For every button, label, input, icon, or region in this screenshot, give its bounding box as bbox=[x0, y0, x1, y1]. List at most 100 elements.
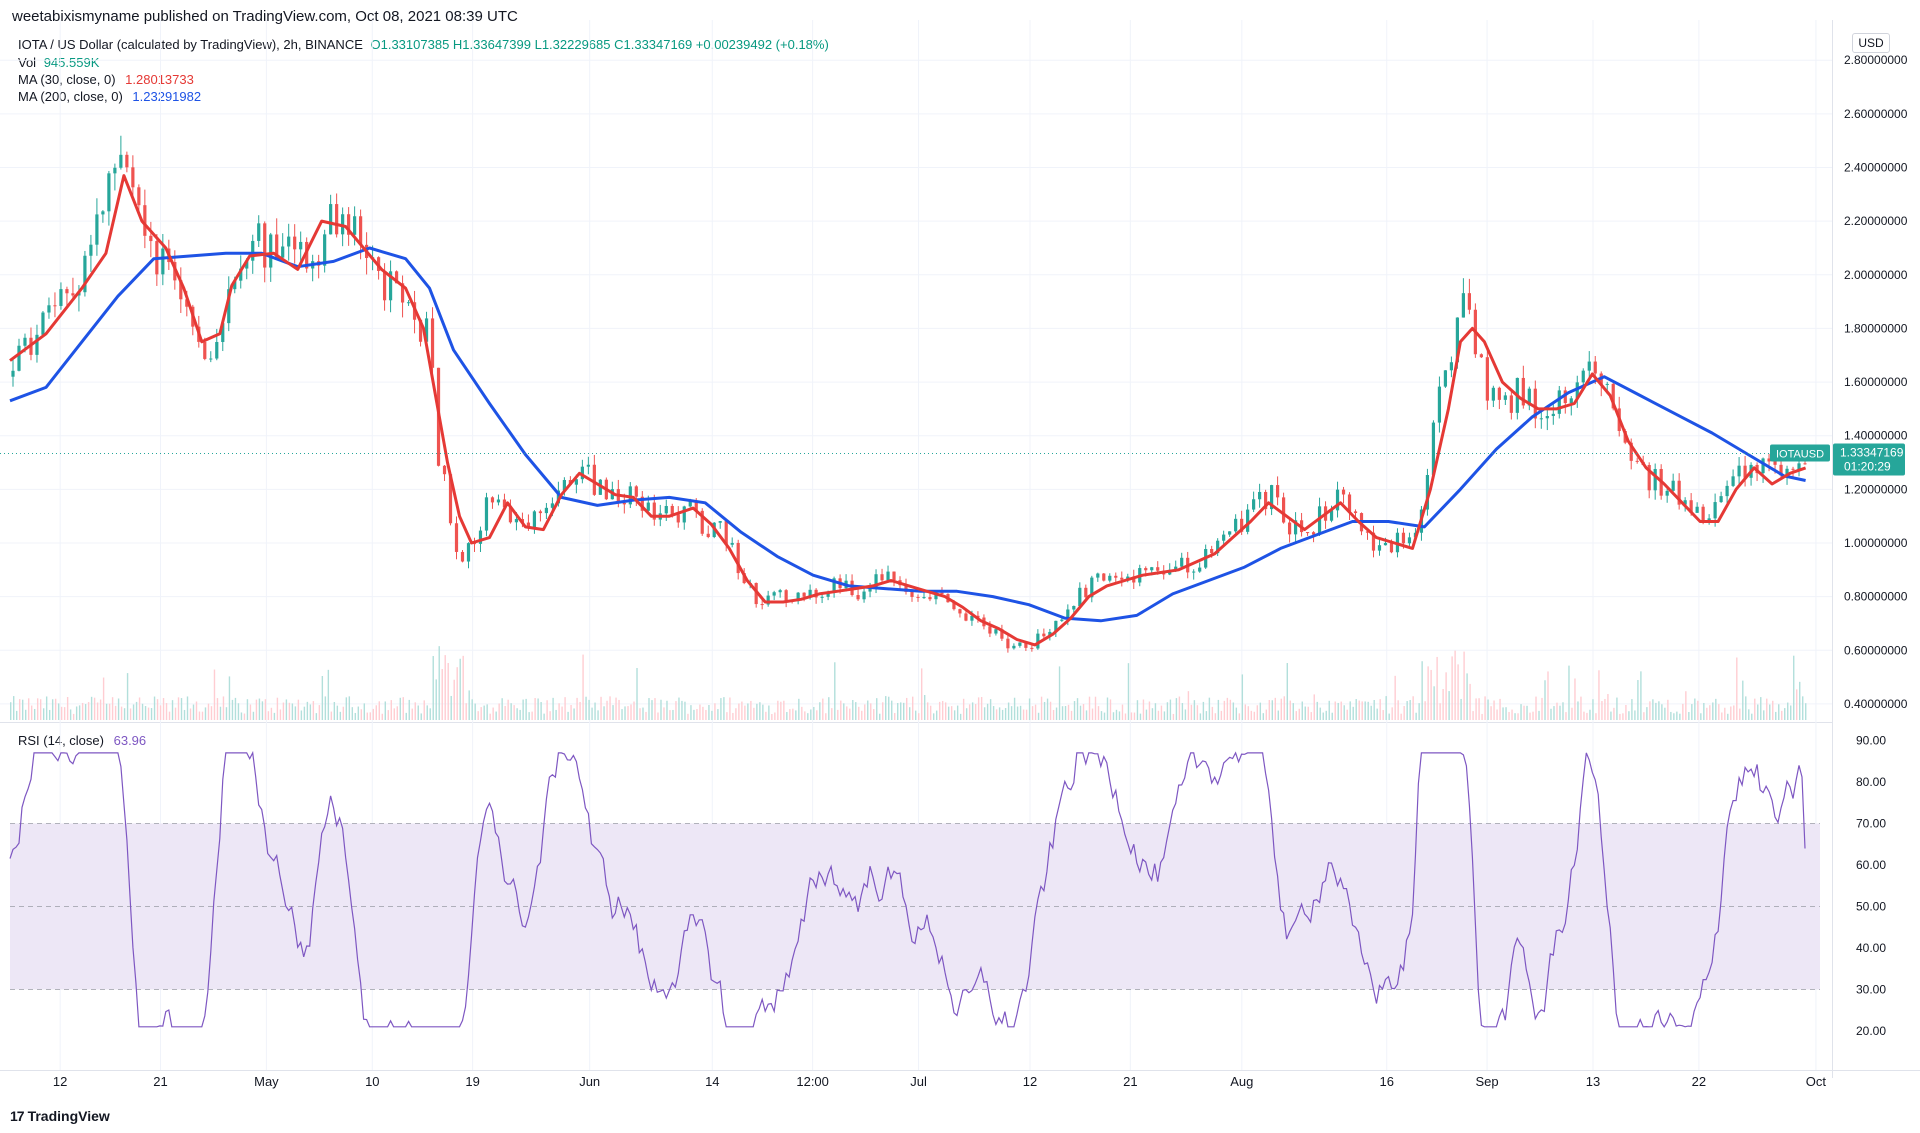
volume-bar bbox=[1736, 657, 1738, 720]
candle-body bbox=[1108, 575, 1112, 581]
candle-body bbox=[718, 521, 722, 523]
candle bbox=[293, 224, 297, 264]
volume-bar bbox=[1427, 666, 1429, 720]
volume-bar bbox=[1181, 703, 1184, 720]
volume-bar bbox=[1415, 712, 1417, 720]
candle-body bbox=[1407, 537, 1412, 544]
volume-bar bbox=[603, 706, 605, 720]
candle-body bbox=[1054, 620, 1058, 632]
candle-body bbox=[430, 318, 435, 368]
volume-bar bbox=[1025, 709, 1028, 720]
currency-badge[interactable]: USD bbox=[1852, 33, 1890, 53]
ma30-legend[interactable]: MA (30, close, 0) 1.28013733 bbox=[18, 72, 194, 87]
volume-bar bbox=[1733, 705, 1735, 720]
candle bbox=[1192, 569, 1196, 580]
volume-bar bbox=[27, 698, 30, 720]
candle bbox=[640, 491, 644, 518]
ohlc-values: O1.33107385 H1.33647399 L1.32229685 C1.3… bbox=[370, 37, 829, 52]
candle-body bbox=[1353, 511, 1358, 514]
price-axis-border bbox=[1832, 20, 1833, 1078]
volume-bar bbox=[1055, 707, 1058, 720]
volume-bar bbox=[1172, 713, 1175, 720]
candle-body bbox=[1593, 361, 1597, 374]
volume-bar bbox=[1532, 711, 1534, 720]
volume-legend[interactable]: Vol 945.559K bbox=[18, 55, 99, 70]
candle-body bbox=[880, 574, 884, 581]
candle-body bbox=[95, 214, 99, 245]
candle bbox=[1557, 386, 1561, 419]
volume-bar bbox=[309, 704, 312, 720]
candle-body bbox=[1042, 633, 1046, 637]
volume-bar bbox=[1448, 691, 1450, 720]
volume-bar bbox=[861, 710, 863, 720]
volume-bar bbox=[345, 697, 348, 720]
rsi-legend[interactable]: RSI (14, close) 63.96 bbox=[18, 733, 146, 748]
volume-bar bbox=[723, 697, 725, 720]
ma200-legend[interactable]: MA (200, close, 0) 1.23291982 bbox=[18, 89, 201, 104]
volume-bar bbox=[186, 696, 189, 720]
candle bbox=[1000, 624, 1004, 642]
candle-body bbox=[53, 305, 57, 307]
volume-bar bbox=[240, 712, 243, 720]
candle bbox=[1491, 385, 1495, 408]
volume-bar bbox=[1001, 709, 1004, 720]
candle bbox=[1012, 643, 1016, 650]
volume-bar bbox=[843, 703, 845, 720]
time-tick-label: Jul bbox=[910, 1074, 927, 1089]
candle bbox=[400, 275, 405, 318]
volume-bar bbox=[1304, 706, 1306, 720]
volume-bar bbox=[909, 707, 911, 720]
volume-bar bbox=[129, 708, 132, 720]
volume-bar bbox=[938, 701, 941, 720]
tradingview-logo[interactable]: 17 TradingView bbox=[10, 1108, 110, 1124]
candle bbox=[1437, 376, 1442, 433]
volume-bar bbox=[537, 698, 539, 720]
candle-body bbox=[1563, 390, 1567, 404]
candle bbox=[430, 307, 435, 374]
candle bbox=[1198, 562, 1202, 573]
candle-body bbox=[394, 271, 399, 284]
price-tick-label: 1.20000000 bbox=[1844, 482, 1908, 496]
candle bbox=[311, 254, 315, 282]
candle bbox=[904, 578, 908, 595]
ma200-line bbox=[9, 246, 1806, 623]
volume-bar bbox=[771, 713, 773, 720]
symbol-legend[interactable]: IOTA / US Dollar (calculated by TradingV… bbox=[18, 37, 829, 52]
volume-bar bbox=[1742, 680, 1744, 720]
price-tick-label: 1.40000000 bbox=[1844, 429, 1908, 443]
volume-bar bbox=[1064, 706, 1067, 720]
volume-bar bbox=[1097, 706, 1100, 720]
volume-bar bbox=[693, 709, 695, 720]
candle bbox=[1078, 582, 1082, 607]
candle bbox=[1054, 620, 1058, 637]
volume-bar bbox=[594, 702, 596, 720]
volume-bar bbox=[1178, 696, 1181, 720]
candle-body bbox=[502, 499, 507, 508]
volume-bar bbox=[923, 695, 926, 720]
volume-bar bbox=[18, 699, 21, 720]
candle bbox=[544, 503, 549, 519]
volume-bar bbox=[1094, 696, 1097, 720]
candle-body bbox=[1192, 571, 1196, 573]
candle bbox=[257, 215, 261, 248]
volume-bar bbox=[756, 703, 758, 720]
candle bbox=[1725, 480, 1729, 504]
volume-bar bbox=[1757, 704, 1759, 720]
volume-bar bbox=[678, 697, 680, 720]
candle bbox=[35, 324, 39, 363]
candle bbox=[179, 267, 183, 313]
rsi-value: 63.96 bbox=[113, 733, 147, 748]
candle-body bbox=[245, 260, 249, 269]
volume-bar bbox=[51, 699, 54, 720]
candle-body bbox=[628, 486, 632, 505]
volume-bar bbox=[522, 699, 524, 720]
volume-bar bbox=[525, 698, 527, 720]
volume-bar bbox=[1643, 712, 1645, 720]
candle-body bbox=[1252, 499, 1256, 510]
volume-bar bbox=[402, 697, 404, 720]
volume-bar bbox=[1631, 699, 1633, 720]
volume-bar bbox=[1346, 709, 1348, 720]
volume-bar bbox=[1385, 696, 1387, 720]
volume-bar bbox=[846, 706, 848, 720]
